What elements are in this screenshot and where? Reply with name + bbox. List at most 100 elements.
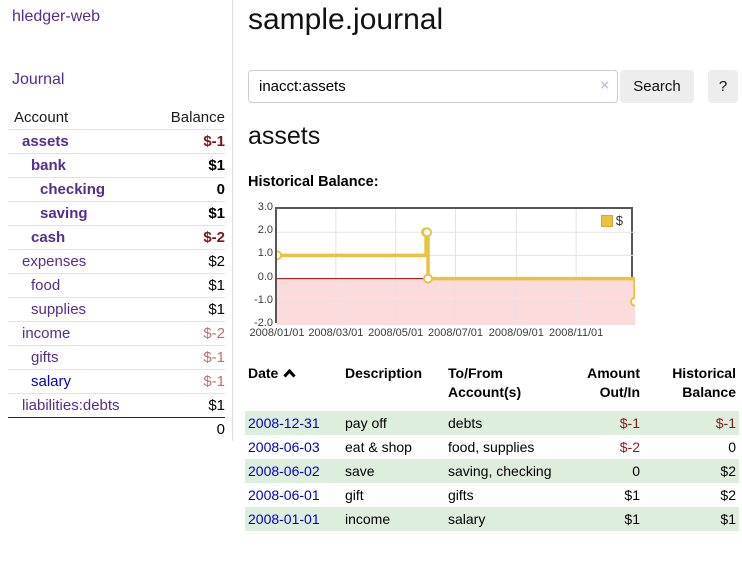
y-axis-tick-label: -1.0 bbox=[254, 293, 273, 306]
register-amount-cell: $-1 bbox=[619, 415, 640, 431]
account-link-cash[interactable]: cash bbox=[31, 229, 66, 246]
account-balance: $1 bbox=[208, 397, 225, 414]
register-date-link[interactable]: 2008-06-03 bbox=[248, 439, 320, 455]
register-description-cell: gift bbox=[345, 487, 364, 503]
account-tree-header: Account Balance bbox=[8, 106, 225, 129]
x-axis-tick-label: 2008/07/01 bbox=[427, 327, 484, 339]
account-link-gifts[interactable]: gifts bbox=[31, 349, 59, 366]
account-link-income[interactable]: income bbox=[22, 325, 71, 342]
register-tbody: 2008-12-31 pay off debts $-1 $-1 2008-06-03 ea… bbox=[245, 411, 739, 531]
column-header-accounts: To/From Account(s) bbox=[448, 365, 522, 400]
register-date-cell: 2008-12-31 bbox=[245, 411, 342, 435]
register-date-link[interactable]: 2008-12-31 bbox=[248, 415, 320, 431]
account-link-assets[interactable]: assets bbox=[22, 133, 69, 150]
historical-balance-chart: 3.0 2.0 1.0 0.0 -1.0 -2.0 $ 2008/01/01 2008/03… bbox=[248, 200, 742, 348]
account-link-liabilities-debts[interactable]: liabilities:debts bbox=[22, 397, 120, 414]
account-link-supplies[interactable]: supplies bbox=[31, 301, 87, 318]
register-date-link[interactable]: 2008-06-01 bbox=[248, 487, 320, 503]
app-title-link[interactable]: hledger-web bbox=[12, 8, 101, 25]
account-total-value: 0 bbox=[216, 421, 225, 438]
column-header-description: Description bbox=[345, 365, 423, 381]
account-link-saving[interactable]: saving bbox=[40, 205, 88, 222]
account-balance: $1 bbox=[208, 205, 225, 222]
register-date-cell: 2008-06-01 bbox=[245, 483, 342, 507]
sidebar-item-journal[interactable]: Journal bbox=[12, 71, 65, 88]
account-link-checking[interactable]: checking bbox=[40, 181, 106, 198]
sort-asc-icon bbox=[283, 364, 296, 383]
register-date-cell: 2008-01-01 bbox=[245, 507, 342, 531]
chart-plot-area: $ bbox=[275, 207, 635, 325]
register-accounts-cell: debts bbox=[448, 415, 483, 431]
account-row: income $-2 bbox=[8, 321, 225, 345]
account-balance: $-1 bbox=[203, 349, 225, 366]
account-row: assets $-1 bbox=[8, 129, 225, 153]
register-date-link[interactable]: 2008-06-02 bbox=[248, 463, 320, 479]
register-accounts-cell: salary bbox=[448, 511, 486, 527]
register-description-cell: eat & shop bbox=[345, 439, 412, 455]
register-balance-cell: $2 bbox=[720, 463, 736, 479]
y-axis-tick-label: 0.0 bbox=[257, 270, 273, 283]
register-row: 2008-06-03 eat & shop food, supplies $-2 0 bbox=[245, 435, 739, 459]
register-amount-cell: $-2 bbox=[619, 439, 640, 455]
register-description-cell: income bbox=[345, 511, 391, 527]
x-axis-tick-label: 2008/03/01 bbox=[308, 327, 364, 339]
account-row: liabilities:debts $1 bbox=[8, 393, 225, 417]
register-amount-cell: $1 bbox=[624, 487, 640, 503]
chart-plot-svg bbox=[277, 209, 635, 325]
account-balance: $1 bbox=[208, 277, 225, 294]
chart-title: Historical Balance: bbox=[248, 174, 379, 190]
balance-column-header: Balance bbox=[170, 109, 225, 126]
y-axis-tick-label: 3.0 bbox=[257, 201, 273, 213]
x-axis-tick-label: 2008/01/01 bbox=[249, 327, 305, 339]
register-date-cell: 2008-06-03 bbox=[245, 435, 342, 459]
register-date-link[interactable]: 2008-01-01 bbox=[248, 511, 320, 527]
column-header-amount: Amount Out/In bbox=[587, 365, 640, 400]
register-row: 2008-06-01 gift gifts $1 $2 bbox=[245, 483, 739, 507]
x-axis-tick-label: 2008/05/01 bbox=[368, 327, 424, 339]
help-button[interactable]: ? bbox=[708, 70, 738, 103]
account-row: food $1 bbox=[8, 273, 225, 297]
account-heading: assets bbox=[248, 122, 321, 150]
register-balance-cell: $2 bbox=[720, 487, 736, 503]
account-link-bank[interactable]: bank bbox=[31, 157, 67, 174]
register-balance-cell: 0 bbox=[728, 439, 736, 455]
register-description-cell: save bbox=[345, 463, 375, 479]
account-balance: $-1 bbox=[203, 373, 225, 390]
x-axis-tick-label: 2008/11/01 bbox=[549, 327, 604, 339]
series-label: $ bbox=[615, 213, 623, 228]
search-input[interactable] bbox=[248, 70, 618, 103]
y-axis-tick-label: 2.0 bbox=[257, 224, 273, 237]
account-balance: $-1 bbox=[203, 133, 225, 150]
series-swatch-icon bbox=[600, 214, 613, 227]
account-total-row: 0 bbox=[8, 417, 225, 440]
page-title: sample.journal bbox=[248, 3, 444, 36]
clear-search-icon[interactable]: × bbox=[600, 77, 609, 94]
account-balance: $2 bbox=[208, 253, 225, 270]
account-row: checking 0 bbox=[8, 177, 225, 201]
register-header-row: Date Description To/From Account(s) Amou… bbox=[245, 361, 739, 411]
register-accounts-cell: gifts bbox=[448, 487, 474, 503]
register-balance-cell: $-1 bbox=[715, 415, 736, 431]
register-accounts-cell: saving, checking bbox=[448, 463, 552, 479]
search-button[interactable]: Search bbox=[620, 70, 694, 103]
account-balance: $1 bbox=[208, 157, 225, 174]
column-header-date[interactable]: Date bbox=[245, 361, 342, 411]
account-row: gifts $-1 bbox=[8, 345, 225, 369]
account-row: expenses $2 bbox=[8, 249, 225, 273]
register-row: 2008-06-02 save saving, checking 0 $2 bbox=[245, 459, 739, 483]
account-balance: $1 bbox=[208, 301, 225, 318]
register-description-cell: pay off bbox=[345, 415, 387, 431]
account-link-expenses[interactable]: expenses bbox=[22, 253, 87, 270]
register-amount-cell: $1 bbox=[624, 511, 640, 527]
register-balance-cell: $1 bbox=[720, 511, 736, 527]
account-balance: 0 bbox=[216, 181, 225, 198]
account-link-salary[interactable]: salary bbox=[31, 373, 72, 390]
y-axis-tick-label: 1.0 bbox=[257, 247, 273, 260]
account-link-food[interactable]: food bbox=[31, 277, 61, 294]
column-header-balance: Historical Balance bbox=[672, 365, 736, 400]
account-row: supplies $1 bbox=[8, 297, 225, 321]
sidebar: hledger-web Journal Account Balance asse… bbox=[0, 0, 233, 441]
account-row: saving $1 bbox=[8, 201, 225, 225]
y-axis-tick-label: -2.0 bbox=[254, 317, 273, 329]
account-balance: $-2 bbox=[203, 325, 225, 342]
